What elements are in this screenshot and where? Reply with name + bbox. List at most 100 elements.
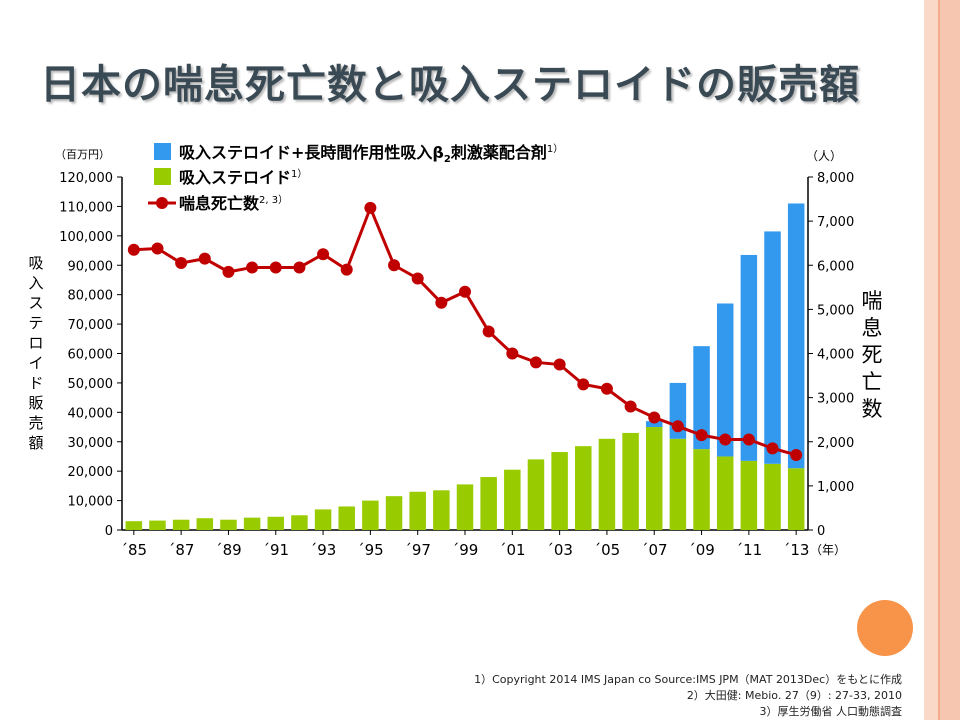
left-axis-title-char: ド <box>28 374 43 392</box>
right-accent-line <box>938 0 940 720</box>
legend-label-asthma-deaths: 喘息死亡数2, 3） <box>179 194 288 213</box>
x-tick-label: ´09 <box>688 541 715 559</box>
point-asthma-deaths <box>127 243 140 256</box>
point-asthma-deaths <box>719 433 732 446</box>
right-axis-title-char: 亡 <box>862 370 883 394</box>
bar-inhaled-steroid <box>669 438 687 530</box>
point-asthma-deaths <box>553 358 566 371</box>
right-tick-label: 4,000 <box>817 348 854 363</box>
left-tick-label: 50,000 <box>68 377 114 392</box>
right-accent-stripe-2 <box>940 0 960 720</box>
left-axis-unit: （百万円） <box>55 148 110 161</box>
bar-inhaled-steroid <box>125 521 143 530</box>
bar-inhaled-steroid <box>433 490 450 530</box>
x-tick-label: ´05 <box>594 541 621 559</box>
bar-inhaled-steroid <box>220 519 237 530</box>
point-asthma-deaths <box>151 242 164 255</box>
bar-inhaled-steroid <box>716 456 734 530</box>
right-axis-title-char: 喘 <box>862 289 883 313</box>
point-asthma-deaths <box>293 261 306 274</box>
x-tick-label: ´93 <box>310 541 337 559</box>
x-tick-label: ´95 <box>357 541 384 559</box>
bar-inhaled-steroid <box>764 463 781 530</box>
point-asthma-deaths <box>435 296 448 309</box>
left-axis-title-char: ス <box>28 294 43 312</box>
point-asthma-deaths <box>600 382 613 395</box>
point-asthma-deaths <box>506 347 519 360</box>
point-asthma-deaths <box>742 433 755 446</box>
right-axis-title-char: 数 <box>862 397 883 421</box>
point-asthma-deaths <box>695 429 708 442</box>
left-tick-label: 70,000 <box>68 318 114 333</box>
bar-inhaled-steroid <box>196 518 214 530</box>
x-tick-label: ´07 <box>641 541 668 559</box>
x-tick-label: ´13 <box>783 541 810 559</box>
bar-combination <box>740 254 758 461</box>
right-tick-label: 1,000 <box>817 480 854 495</box>
point-asthma-deaths <box>766 442 779 455</box>
point-asthma-deaths <box>671 420 684 433</box>
left-tick-label: 120,000 <box>59 171 113 186</box>
bar-inhaled-steroid <box>338 506 355 530</box>
bar-inhaled-steroid <box>740 460 758 530</box>
bar-inhaled-steroid <box>362 500 379 530</box>
left-tick-label: 90,000 <box>68 259 114 274</box>
left-tick-label: 110,000 <box>59 200 113 215</box>
right-tick-label: 7,000 <box>817 215 854 230</box>
x-tick-label: ´01 <box>499 541 526 559</box>
point-asthma-deaths <box>411 272 424 285</box>
bar-combination <box>716 303 734 457</box>
bar-inhaled-steroid <box>504 469 521 530</box>
decorative-circle <box>857 600 913 656</box>
right-axis-title-char: 死 <box>862 343 883 367</box>
x-tick-label: ´99 <box>452 541 479 559</box>
left-axis-title-char: 販 <box>28 394 43 412</box>
legend-label-combination: 吸入ステロイド+長時間作用性吸入β2刺激薬配合剤1） <box>179 143 563 165</box>
bar-inhaled-steroid <box>527 459 545 530</box>
left-axis-title-char: テ <box>28 314 43 332</box>
bar-inhaled-steroid <box>243 517 261 530</box>
right-tick-label: 8,000 <box>817 171 854 186</box>
left-axis-title-char: 売 <box>28 414 43 432</box>
legend-marker-asthma-deaths <box>156 197 168 209</box>
left-tick-label: 100,000 <box>59 230 113 245</box>
right-tick-label: 5,000 <box>817 303 854 318</box>
left-tick-label: 80,000 <box>68 289 114 304</box>
point-asthma-deaths <box>198 252 211 265</box>
point-asthma-deaths <box>529 356 542 369</box>
x-tick-label: ´87 <box>168 541 195 559</box>
slide-title: 日本の喘息死亡数と吸入ステロイドの販売額 <box>40 62 860 108</box>
bar-inhaled-steroid <box>622 432 639 530</box>
left-axis-title-char: 吸 <box>28 254 43 272</box>
left-tick-label: 40,000 <box>68 406 114 421</box>
bar-inhaled-steroid <box>314 509 332 530</box>
bar-combination <box>787 203 805 469</box>
bar-combination <box>693 346 710 450</box>
left-tick-label: 30,000 <box>68 436 114 451</box>
left-tick-label: 10,000 <box>68 495 114 510</box>
left-tick-label: 0 <box>105 524 113 539</box>
point-asthma-deaths <box>222 265 235 278</box>
bar-inhaled-steroid <box>456 484 474 530</box>
bar-inhaled-steroid <box>598 438 616 530</box>
bar-inhaled-steroid <box>645 427 663 530</box>
x-unit-label: （年） <box>810 543 846 557</box>
bar-inhaled-steroid <box>480 477 497 530</box>
bar-inhaled-steroid <box>575 446 592 530</box>
bar-inhaled-steroid <box>267 516 285 530</box>
right-axis-unit: （人） <box>806 149 842 163</box>
x-tick-label: ´97 <box>404 541 431 559</box>
legend-label-inhaled-steroid: 吸入ステロイド1） <box>179 168 307 187</box>
point-asthma-deaths <box>648 411 661 424</box>
right-tick-label: 2,000 <box>817 436 854 451</box>
bar-combination <box>645 421 663 428</box>
point-asthma-deaths <box>340 263 353 276</box>
bar-inhaled-steroid <box>385 496 403 530</box>
footnote-1: 1）Copyright 2014 IMS Japan co Source:IMS… <box>474 673 902 686</box>
right-accent-stripe-1 <box>924 0 938 720</box>
footnotes: 1）Copyright 2014 IMS Japan co Source:IMS… <box>474 672 902 720</box>
left-axis-title-char: ロ <box>28 334 43 352</box>
x-tick-label: ´11 <box>736 541 763 559</box>
point-asthma-deaths <box>246 261 259 274</box>
